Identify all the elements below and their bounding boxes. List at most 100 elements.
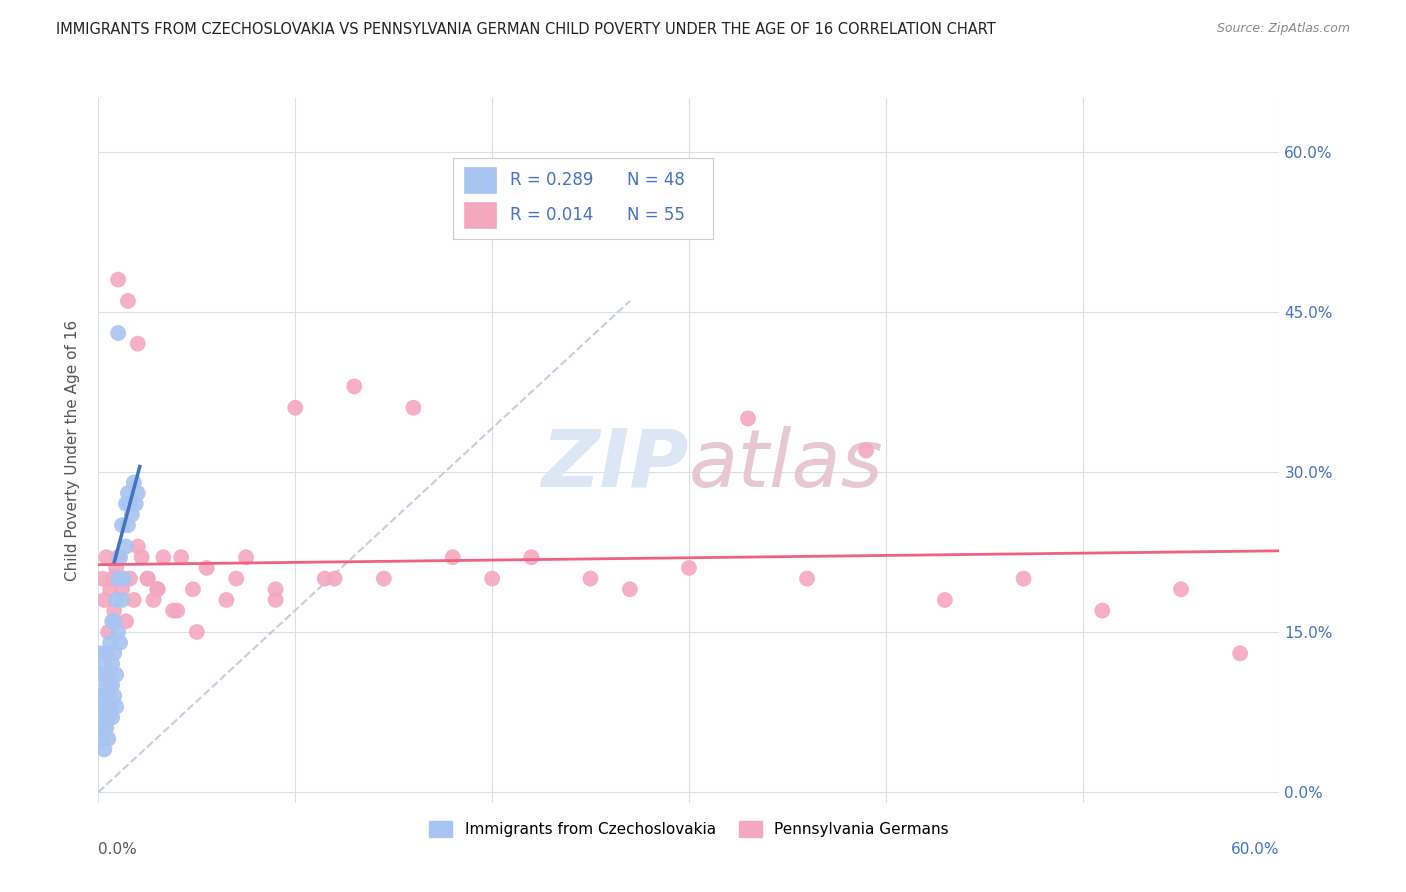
Point <box>195 561 218 575</box>
Text: R = 0.014: R = 0.014 <box>510 206 593 224</box>
Point <box>127 486 149 500</box>
Point <box>146 582 169 597</box>
Point <box>520 550 543 565</box>
Point <box>107 272 129 286</box>
Point <box>98 678 121 692</box>
Point <box>91 699 114 714</box>
Point <box>235 550 257 565</box>
Point <box>115 540 138 554</box>
Point <box>93 721 115 735</box>
Point <box>619 582 641 597</box>
Point <box>91 731 114 746</box>
Point <box>107 326 129 340</box>
Point <box>97 731 120 746</box>
Point <box>215 593 238 607</box>
Text: N = 55: N = 55 <box>627 206 685 224</box>
Point <box>117 486 139 500</box>
Point <box>91 710 114 724</box>
Point <box>796 572 818 586</box>
Point <box>96 678 118 692</box>
Point <box>136 572 159 586</box>
Point <box>117 518 139 533</box>
Point <box>264 593 287 607</box>
Point <box>284 401 307 415</box>
Point <box>98 635 121 649</box>
Point <box>855 443 877 458</box>
Point <box>181 582 204 597</box>
Point <box>111 593 134 607</box>
Point <box>146 582 169 597</box>
Point <box>127 540 149 554</box>
Point <box>117 293 139 308</box>
Point <box>93 689 115 703</box>
Point <box>97 667 120 681</box>
Point <box>314 572 336 586</box>
Point <box>118 497 141 511</box>
Point <box>107 624 129 639</box>
Text: ZIP: ZIP <box>541 425 689 504</box>
Point <box>136 572 159 586</box>
Point <box>96 721 118 735</box>
Point <box>112 572 135 586</box>
Point <box>101 710 124 724</box>
FancyBboxPatch shape <box>463 166 496 194</box>
Point <box>373 572 395 586</box>
Point <box>105 593 128 607</box>
Point <box>107 550 129 565</box>
Point <box>131 550 153 565</box>
Point <box>481 572 503 586</box>
Point <box>170 550 193 565</box>
Point <box>1229 646 1251 660</box>
Point <box>934 593 956 607</box>
Point <box>93 742 115 756</box>
Point <box>96 646 118 660</box>
Point <box>225 572 247 586</box>
Point <box>101 615 124 629</box>
Point <box>103 604 125 618</box>
Point <box>323 572 346 586</box>
Text: atlas: atlas <box>689 425 884 504</box>
Point <box>89 689 111 703</box>
Point <box>91 572 114 586</box>
Point <box>103 646 125 660</box>
Point <box>108 550 131 565</box>
Point <box>1091 604 1114 618</box>
Point <box>111 582 134 597</box>
Text: 0.0%: 0.0% <box>98 841 138 856</box>
Point <box>93 593 115 607</box>
Point <box>121 508 143 522</box>
Point <box>105 667 128 681</box>
Point <box>186 624 208 639</box>
Text: Source: ZipAtlas.com: Source: ZipAtlas.com <box>1216 22 1350 36</box>
Y-axis label: Child Poverty Under the Age of 16: Child Poverty Under the Age of 16 <box>65 320 80 581</box>
Point <box>98 582 121 597</box>
Point <box>97 710 120 724</box>
Point <box>122 475 145 490</box>
Point <box>96 699 118 714</box>
Point <box>264 582 287 597</box>
Point <box>441 550 464 565</box>
Point <box>343 379 366 393</box>
Point <box>402 401 425 415</box>
Point <box>89 646 111 660</box>
Point <box>1170 582 1192 597</box>
Point <box>111 518 134 533</box>
Point <box>1012 572 1035 586</box>
Point <box>127 336 149 351</box>
Text: IMMIGRANTS FROM CZECHOSLOVAKIA VS PENNSYLVANIA GERMAN CHILD POVERTY UNDER THE AG: IMMIGRANTS FROM CZECHOSLOVAKIA VS PENNSY… <box>56 22 995 37</box>
Point <box>115 615 138 629</box>
Point <box>162 604 184 618</box>
Point <box>101 678 124 692</box>
Point <box>98 699 121 714</box>
Point <box>152 550 174 565</box>
Point <box>105 561 128 575</box>
Point <box>142 593 165 607</box>
Point <box>579 572 602 586</box>
Point <box>118 572 141 586</box>
Point <box>122 593 145 607</box>
Point <box>108 635 131 649</box>
Point <box>103 615 125 629</box>
Point <box>107 572 129 586</box>
Point <box>93 657 115 671</box>
Point <box>101 572 124 586</box>
